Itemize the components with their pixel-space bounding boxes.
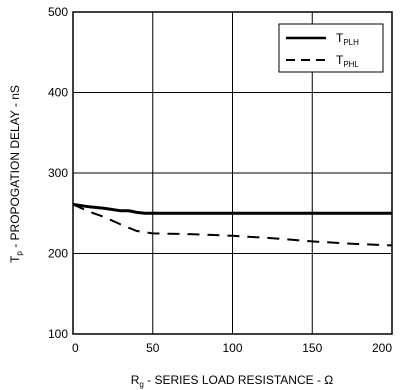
legend-label-tphl: TPHL: [336, 53, 359, 69]
legend-box: [278, 23, 384, 73]
y-axis-label: Tp - PROPOGATION DELAY - nS: [8, 85, 24, 263]
x-axis-label: Rg - SERIES LOAD RESISTANCE - Ω: [131, 373, 334, 389]
legend: TPLH TPHL: [278, 23, 384, 73]
x-tick-label-100: 100: [222, 341, 242, 355]
plot-frame: [72, 11, 393, 335]
x-tick-label-50: 50: [146, 341, 160, 355]
x-tick-label-0: 0: [72, 341, 79, 355]
y-tick-label-500: 500: [48, 5, 68, 19]
series-line-tplh: [72, 202, 392, 215]
legend-label-tplh: TPLH: [336, 31, 359, 47]
y-tick-label-300: 300: [48, 166, 68, 180]
y-tick-label-400: 400: [48, 86, 68, 100]
x-tick-label-200: 200: [372, 341, 392, 355]
series-line-tphl: [72, 203, 393, 247]
x-tick-label-150: 150: [302, 341, 322, 355]
series-lines: [72, 202, 393, 247]
y-tick-label-200: 200: [48, 247, 68, 261]
y-tick-label-100: 100: [48, 327, 68, 341]
tick-labels: 0 50 100 150 200 100 200 300 400 500: [48, 5, 392, 355]
